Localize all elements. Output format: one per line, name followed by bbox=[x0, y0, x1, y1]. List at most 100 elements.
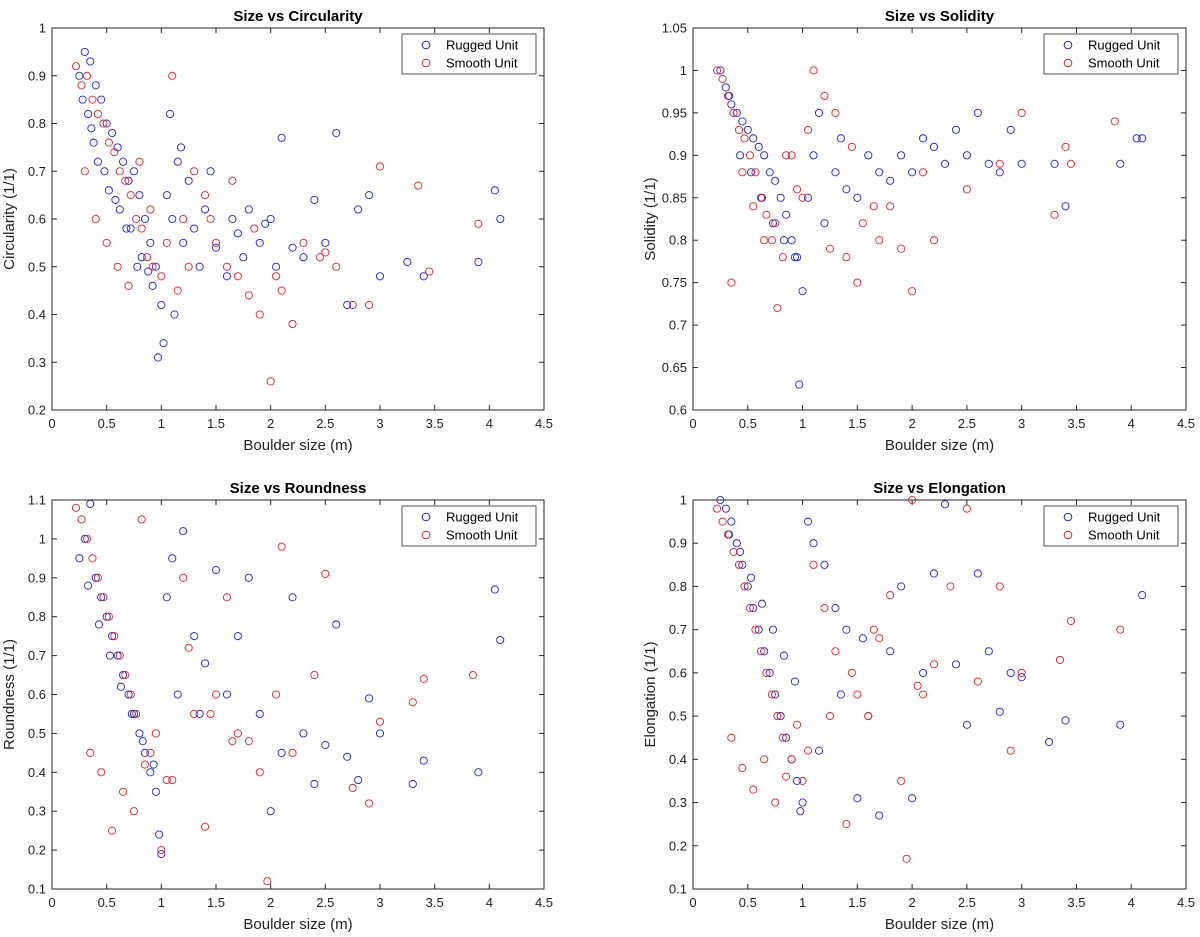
data-point bbox=[82, 71, 92, 80]
data-point bbox=[263, 877, 272, 886]
data-point bbox=[831, 647, 840, 656]
data-point bbox=[255, 238, 264, 247]
x-tick-label: 2 bbox=[908, 416, 915, 431]
series-rugged bbox=[75, 499, 505, 859]
y-tick-label: 0.5 bbox=[28, 259, 46, 274]
x-tick-label: 1 bbox=[158, 416, 165, 431]
y-tick-label: 0.2 bbox=[669, 838, 687, 853]
x-tick-label: 4.5 bbox=[535, 895, 553, 910]
data-point bbox=[468, 671, 477, 680]
data-point bbox=[474, 257, 483, 267]
x-tick-label: 2.5 bbox=[958, 895, 976, 910]
data-point bbox=[233, 229, 242, 238]
data-point bbox=[211, 238, 221, 247]
data-point bbox=[121, 176, 130, 185]
y-tick-label: 0.65 bbox=[662, 360, 687, 375]
x-tick-label: 1.5 bbox=[207, 895, 225, 910]
data-point bbox=[343, 300, 352, 310]
y-tick-label: 0.8 bbox=[669, 233, 687, 248]
data-point bbox=[321, 238, 330, 247]
data-point bbox=[842, 625, 851, 634]
data-point bbox=[886, 176, 895, 185]
data-point bbox=[154, 353, 163, 362]
series-smooth bbox=[713, 495, 1125, 863]
x-tick-label: 2 bbox=[267, 416, 274, 431]
data-point bbox=[875, 811, 884, 820]
data-point bbox=[886, 591, 895, 600]
x-tick-label: 4 bbox=[1128, 895, 1135, 910]
legend-marker bbox=[421, 512, 431, 522]
data-point bbox=[310, 671, 319, 680]
data-point bbox=[110, 632, 119, 641]
y-tick-label: 0.7 bbox=[669, 622, 687, 637]
data-point bbox=[310, 195, 319, 204]
data-point bbox=[157, 272, 166, 281]
data-point bbox=[984, 159, 993, 168]
x-tick-label: 4.5 bbox=[535, 416, 553, 431]
plot-area bbox=[51, 499, 545, 890]
data-point bbox=[129, 709, 139, 719]
data-point bbox=[1006, 125, 1015, 134]
series-smooth bbox=[72, 503, 477, 886]
data-point bbox=[773, 712, 782, 721]
data-point bbox=[951, 660, 960, 669]
x-tick-label: 1 bbox=[799, 895, 806, 910]
data-point bbox=[86, 57, 95, 66]
data-point bbox=[738, 168, 747, 177]
data-point bbox=[121, 671, 130, 680]
data-point bbox=[734, 560, 744, 569]
y-tick-label: 1 bbox=[680, 63, 687, 78]
data-point bbox=[1050, 210, 1059, 219]
data-point bbox=[146, 238, 155, 247]
data-point bbox=[793, 776, 802, 785]
data-point bbox=[836, 690, 845, 699]
data-point bbox=[354, 776, 363, 785]
data-point bbox=[738, 763, 747, 773]
series-smooth bbox=[713, 66, 1119, 313]
data-point bbox=[793, 185, 802, 194]
data-point bbox=[239, 253, 248, 262]
data-point bbox=[729, 108, 738, 117]
data-point bbox=[170, 310, 179, 319]
data-point bbox=[490, 585, 499, 594]
data-point bbox=[1066, 159, 1076, 168]
data-point bbox=[211, 243, 221, 252]
data-point bbox=[718, 74, 727, 83]
legend-label: Smooth Unit bbox=[1088, 56, 1160, 71]
data-point bbox=[255, 310, 264, 319]
data-point bbox=[124, 176, 133, 185]
data-point bbox=[727, 733, 736, 742]
data-point bbox=[897, 582, 906, 591]
data-point bbox=[743, 582, 752, 591]
x-tick-label: 3 bbox=[376, 416, 383, 431]
data-point bbox=[762, 668, 771, 677]
data-point bbox=[425, 267, 434, 276]
data-point bbox=[771, 176, 780, 185]
data-point bbox=[820, 219, 829, 228]
x-tick-label: 0 bbox=[689, 416, 696, 431]
data-point bbox=[84, 109, 93, 118]
x-axis-label: Boulder size (m) bbox=[885, 437, 994, 454]
data-point bbox=[108, 632, 117, 641]
data-point bbox=[1061, 716, 1070, 725]
data-point bbox=[886, 647, 895, 656]
data-point bbox=[771, 798, 780, 807]
data-point bbox=[875, 634, 884, 643]
data-point bbox=[272, 262, 281, 271]
chart-title: Size vs Circularity bbox=[233, 8, 363, 25]
data-point bbox=[490, 186, 499, 195]
data-point bbox=[1066, 616, 1076, 626]
data-point bbox=[929, 660, 939, 669]
data-point bbox=[740, 582, 749, 591]
data-point bbox=[779, 236, 788, 245]
data-point bbox=[78, 95, 87, 104]
data-point bbox=[767, 690, 776, 699]
data-point bbox=[765, 668, 774, 677]
x-tick-label: 4 bbox=[486, 895, 493, 910]
data-point bbox=[995, 707, 1004, 716]
x-tick-label: 1.5 bbox=[848, 895, 866, 910]
data-point bbox=[111, 195, 120, 204]
data-point bbox=[206, 214, 215, 224]
data-point bbox=[266, 807, 275, 816]
x-tick-label: 0 bbox=[48, 895, 55, 910]
